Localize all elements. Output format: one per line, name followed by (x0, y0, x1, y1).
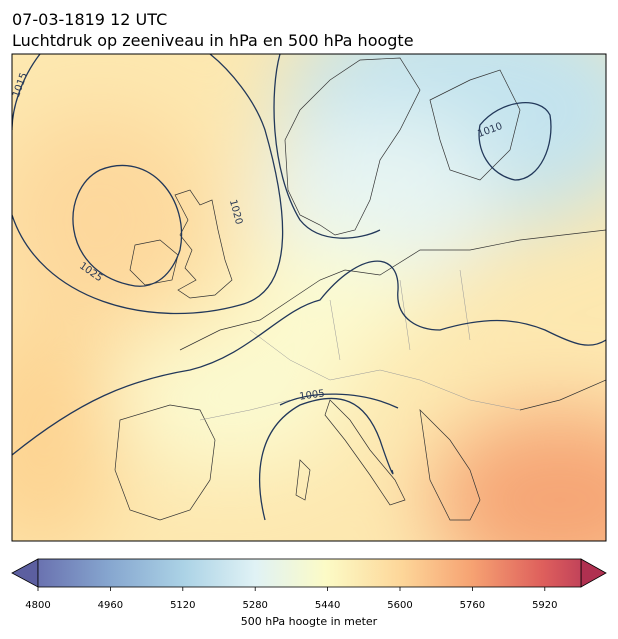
colorbar-label: 500 hPa hoogte in meter (241, 615, 378, 628)
colorbar-tick-label: 5440 (315, 600, 340, 611)
colorbar-extend-max (580, 558, 607, 588)
colorbar-extend-min (11, 558, 39, 588)
colorbar (11, 558, 607, 588)
colorbar-tick-label: 5280 (242, 600, 267, 611)
colorbar-tick-label: 4960 (98, 600, 123, 611)
colorbar-scale (37, 558, 582, 588)
contour-label: 1005 (299, 388, 326, 402)
map-frame (11, 53, 607, 542)
colorbar-tick-label: 5600 (387, 600, 412, 611)
colorbar-tick-label: 5760 (460, 600, 485, 611)
colorbar-tick-label: 5920 (532, 600, 557, 611)
map-title: Luchtdruk op zeeniveau in hPa en 500 hPa… (12, 31, 414, 50)
map-date: 07-03-1819 12 UTC (12, 10, 167, 29)
colorbar-tick-label: 5120 (170, 600, 195, 611)
map (12, 54, 606, 541)
colorbar-tick-label: 4800 (25, 600, 50, 611)
